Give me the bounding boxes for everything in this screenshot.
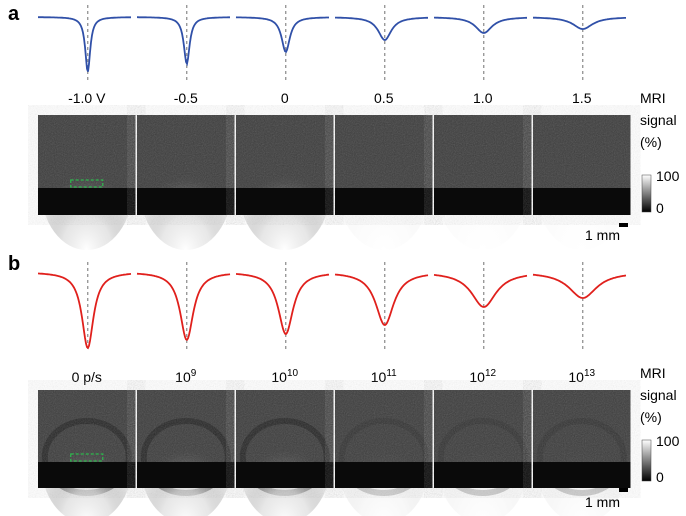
colorbar-title: signal — [640, 387, 677, 403]
colorbar — [641, 174, 652, 213]
roi-box — [70, 453, 104, 462]
scale-bar — [619, 223, 628, 227]
scale-bar — [619, 488, 628, 492]
label-exponent: 9 — [191, 368, 197, 379]
label-text: 0 p/s — [72, 369, 102, 385]
colorbar-min: 0 — [656, 200, 664, 216]
image-base — [533, 188, 631, 215]
spectrum-curve — [137, 16, 230, 67]
column-label: 1013 — [568, 368, 595, 385]
spectrum-curve — [433, 274, 528, 308]
panel-label: a — [8, 3, 20, 25]
column-label: 1.0 — [473, 90, 493, 106]
column-label: 1010 — [271, 368, 298, 385]
image-base — [236, 188, 334, 215]
label-text: -0.5 — [174, 90, 198, 106]
spectrum-curve — [533, 16, 626, 30]
label-text: 0 — [281, 90, 289, 106]
colorbar-title: (%) — [640, 134, 662, 150]
column-label: 1011 — [371, 368, 397, 385]
spectrum-curve — [236, 273, 330, 336]
spectrum-curve — [136, 272, 231, 342]
image-base — [335, 462, 433, 488]
colorbar-max: 100 — [656, 433, 680, 449]
colorbar — [641, 439, 652, 482]
colorbar-min: 0 — [656, 469, 664, 485]
label-text: 10 — [568, 369, 584, 385]
column-label: -0.5 — [174, 90, 198, 106]
label-text: 10 — [469, 369, 485, 385]
column-label: -1.0 V — [68, 90, 106, 106]
scale-bar-label: 1 mm — [585, 494, 620, 510]
column-label: 1.5 — [572, 90, 592, 106]
image-base — [137, 462, 235, 488]
colorbar-title: MRI — [640, 365, 666, 381]
colorbar-max: 100 — [656, 168, 680, 184]
label-text: 10 — [175, 369, 191, 385]
spectrum-curve — [38, 16, 131, 72]
column-label: 0 p/s — [72, 369, 102, 385]
label-text: -1.0 V — [68, 90, 106, 106]
image-base — [137, 188, 235, 215]
scale-bar-label: 1 mm — [585, 227, 620, 243]
label-text: 10 — [371, 369, 387, 385]
label-exponent: 11 — [386, 368, 397, 379]
image-base — [533, 462, 631, 488]
image-base — [434, 462, 532, 488]
spectrum-curve — [38, 272, 132, 350]
column-label: 0 — [281, 90, 289, 106]
colorbar-title: MRI — [640, 90, 666, 106]
label-text: 10 — [271, 369, 287, 385]
label-text: 1.5 — [572, 90, 592, 106]
panel-label: b — [8, 253, 20, 275]
spectrum-curve — [532, 273, 627, 299]
label-exponent: 10 — [287, 368, 299, 379]
spectrum-curve — [235, 16, 329, 54]
spectrum-curve — [334, 273, 429, 326]
colorbar-title: (%) — [640, 409, 662, 425]
spectrum-curve — [335, 16, 428, 41]
image-base — [335, 188, 433, 215]
label-exponent: 13 — [584, 368, 596, 379]
roi-box — [70, 179, 104, 188]
label-text: 1.0 — [473, 90, 493, 106]
column-label: 109 — [175, 368, 197, 385]
image-base — [434, 188, 532, 215]
label-text: 0.5 — [374, 90, 394, 106]
spectrum-curve — [434, 16, 527, 34]
image-base — [38, 188, 136, 215]
column-label: 1012 — [469, 368, 496, 385]
label-exponent: 12 — [485, 368, 497, 379]
colorbar-title: signal — [640, 112, 677, 128]
column-label: 0.5 — [374, 90, 394, 106]
image-base — [236, 462, 334, 488]
image-base — [38, 462, 136, 488]
